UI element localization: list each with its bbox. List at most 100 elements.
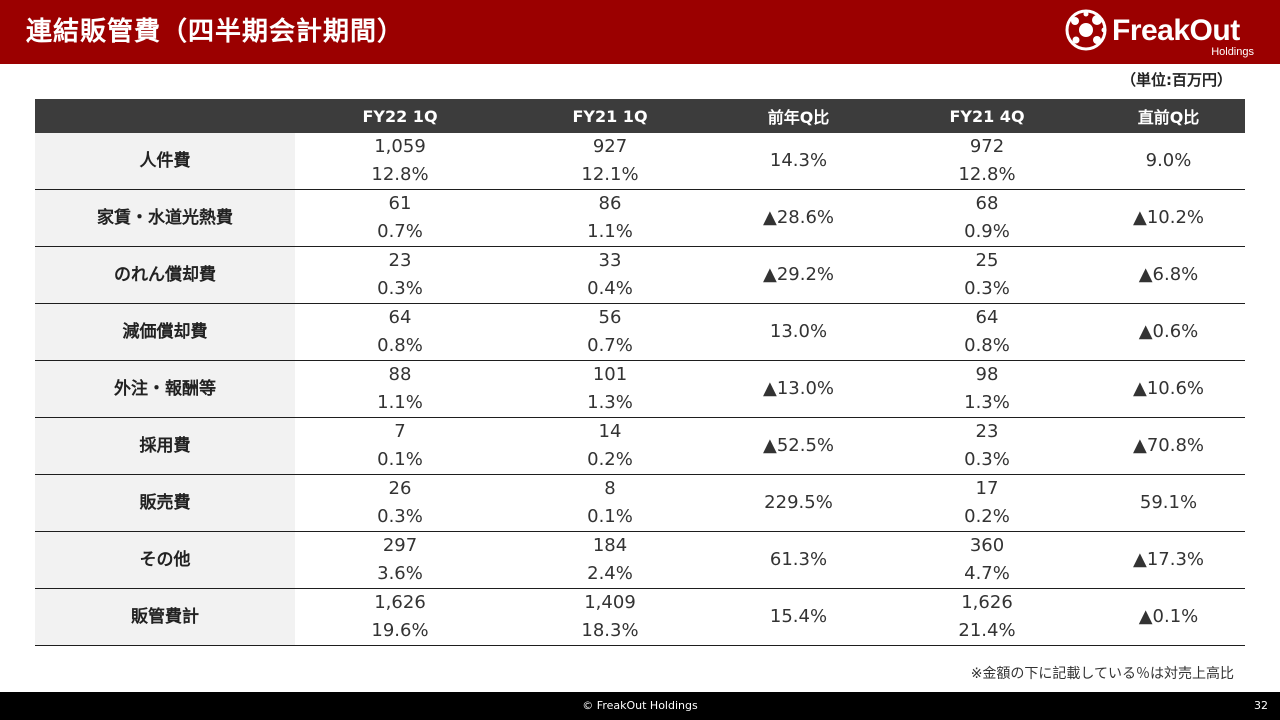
- amount-cell: 25 0.3%: [882, 246, 1092, 304]
- sales-ratio-value: 4.7%: [964, 563, 1010, 584]
- column-header: 直前Q比: [1092, 99, 1245, 133]
- qoq-change-cell: ▲6.8%: [1092, 246, 1245, 304]
- amount-value: 184: [592, 535, 628, 556]
- sales-ratio-value: 0.9%: [964, 221, 1010, 242]
- sales-ratio-value: 0.1%: [377, 449, 423, 470]
- row-label: 採用費: [35, 417, 295, 475]
- sales-ratio-value: 18.3%: [581, 620, 639, 641]
- amount-cell: 64 0.8%: [882, 303, 1092, 361]
- sales-ratio-value: 2.4%: [587, 563, 633, 584]
- sales-ratio-value: 0.7%: [377, 221, 423, 242]
- yoy-change-cell: ▲13.0%: [715, 360, 882, 418]
- table-row: 販売費 26 0.3% 8 0.1% 229.5% 17 0.2% 59.1%: [35, 474, 1245, 532]
- amount-value: 8: [604, 478, 616, 499]
- sales-ratio-value: 19.6%: [371, 620, 429, 641]
- sales-ratio-value: 0.1%: [587, 506, 633, 527]
- qoq-change-cell: ▲17.3%: [1092, 531, 1245, 589]
- amount-value: 61: [388, 193, 412, 214]
- company-logo: FreakOut Holdings: [1064, 6, 1254, 60]
- sales-ratio-value: 12.8%: [371, 164, 429, 185]
- sales-ratio-value: 0.3%: [377, 506, 423, 527]
- amount-value: 297: [382, 535, 418, 556]
- logo-mark-icon: [1065, 9, 1107, 51]
- row-label: 外注・報酬等: [35, 360, 295, 418]
- row-label: 販管費計: [35, 588, 295, 646]
- sales-ratio-value: 0.3%: [377, 278, 423, 299]
- sales-ratio-value: 1.3%: [587, 392, 633, 413]
- page-title: 連結販管費（四半期会計期間）: [26, 17, 405, 47]
- row-label: 減価償却費: [35, 303, 295, 361]
- sales-ratio-value: 3.6%: [377, 563, 423, 584]
- amount-value: 101: [592, 364, 628, 385]
- amount-cell: 61 0.7%: [295, 189, 505, 247]
- amount-value: 98: [975, 364, 999, 385]
- table-row: 家賃・水道光熱費 61 0.7% 86 1.1% ▲28.6% 68 0.9% ▲10.2%: [35, 189, 1245, 247]
- amount-value: 972: [969, 136, 1005, 157]
- sga-expense-table: FY22 1Q FY21 1Q 前年Q比 FY21 4Q 直前Q比 人件費 1,0…: [35, 99, 1245, 646]
- table-row: のれん償却費 23 0.3% 33 0.4% ▲29.2% 25 0.3% ▲6.8%: [35, 246, 1245, 304]
- sales-ratio-value: 0.8%: [964, 335, 1010, 356]
- sales-ratio-value: 12.8%: [958, 164, 1016, 185]
- yoy-change-cell: 14.3%: [715, 133, 882, 190]
- amount-value: 23: [388, 250, 412, 271]
- amount-value: 26: [388, 478, 412, 499]
- amount-cell: 101 1.3%: [505, 360, 715, 418]
- logo-subtitle: Holdings: [1211, 46, 1254, 58]
- amount-value: 88: [388, 364, 412, 385]
- table-row: その他 297 3.6% 184 2.4% 61.3% 360 4.7% ▲17.3%: [35, 531, 1245, 589]
- amount-value: 1,059: [374, 136, 426, 157]
- yoy-change-cell: ▲28.6%: [715, 189, 882, 247]
- yoy-change-cell: 13.0%: [715, 303, 882, 361]
- amount-cell: 297 3.6%: [295, 531, 505, 589]
- amount-value: 1,626: [374, 592, 426, 613]
- yoy-change-cell: 61.3%: [715, 531, 882, 589]
- sales-ratio-value: 1.1%: [377, 392, 423, 413]
- amount-value: 7: [394, 421, 406, 442]
- page-number: 32: [1254, 699, 1268, 712]
- sales-ratio-value: 0.2%: [964, 506, 1010, 527]
- amount-value: 23: [975, 421, 999, 442]
- amount-value: 17: [975, 478, 999, 499]
- amount-cell: 68 0.9%: [882, 189, 1092, 247]
- header-bar: 連結販管費（四半期会計期間） FreakOut Holdings: [0, 0, 1280, 64]
- amount-cell: 7 0.1%: [295, 417, 505, 475]
- unit-label: （単位:百万円）: [1121, 71, 1232, 89]
- sales-ratio-value: 0.3%: [964, 449, 1010, 470]
- yoy-change-cell: ▲29.2%: [715, 246, 882, 304]
- qoq-change-cell: 9.0%: [1092, 133, 1245, 190]
- sales-ratio-value: 0.2%: [587, 449, 633, 470]
- copyright-text: © FreakOut Holdings: [582, 699, 698, 712]
- amount-value: 360: [969, 535, 1005, 556]
- amount-value: 1,409: [584, 592, 636, 613]
- amount-cell: 33 0.4%: [505, 246, 715, 304]
- amount-cell: 86 1.1%: [505, 189, 715, 247]
- yoy-change-cell: 229.5%: [715, 474, 882, 532]
- qoq-change-cell: ▲70.8%: [1092, 417, 1245, 475]
- column-header: FY21 1Q: [505, 99, 715, 133]
- yoy-change-cell: 15.4%: [715, 588, 882, 646]
- amount-cell: 14 0.2%: [505, 417, 715, 475]
- logo-wordmark: FreakOut: [1112, 14, 1240, 47]
- sales-ratio-value: 12.1%: [581, 164, 639, 185]
- row-label: その他: [35, 531, 295, 589]
- amount-cell: 26 0.3%: [295, 474, 505, 532]
- row-label: のれん償却費: [35, 246, 295, 304]
- amount-cell: 1,626 19.6%: [295, 588, 505, 646]
- amount-cell: 23 0.3%: [295, 246, 505, 304]
- table-row: 採用費 7 0.1% 14 0.2% ▲52.5% 23 0.3% ▲70.8%: [35, 417, 1245, 475]
- table-row: 販管費計 1,626 19.6% 1,409 18.3% 15.4% 1,626 21.4% ▲…: [35, 588, 1245, 646]
- sales-ratio-value: 0.4%: [587, 278, 633, 299]
- table-header-row: FY22 1Q FY21 1Q 前年Q比 FY21 4Q 直前Q比: [35, 99, 1245, 133]
- amount-value: 86: [598, 193, 622, 214]
- sales-ratio-value: 21.4%: [958, 620, 1016, 641]
- row-label: 販売費: [35, 474, 295, 532]
- amount-cell: 1,409 18.3%: [505, 588, 715, 646]
- amount-value: 68: [975, 193, 999, 214]
- amount-cell: 1,626 21.4%: [882, 588, 1092, 646]
- amount-cell: 56 0.7%: [505, 303, 715, 361]
- footnote: ※金額の下に記載している％は対売上高比: [970, 666, 1234, 682]
- amount-cell: 927 12.1%: [505, 133, 715, 190]
- amount-cell: 88 1.1%: [295, 360, 505, 418]
- amount-cell: 17 0.2%: [882, 474, 1092, 532]
- amount-cell: 360 4.7%: [882, 531, 1092, 589]
